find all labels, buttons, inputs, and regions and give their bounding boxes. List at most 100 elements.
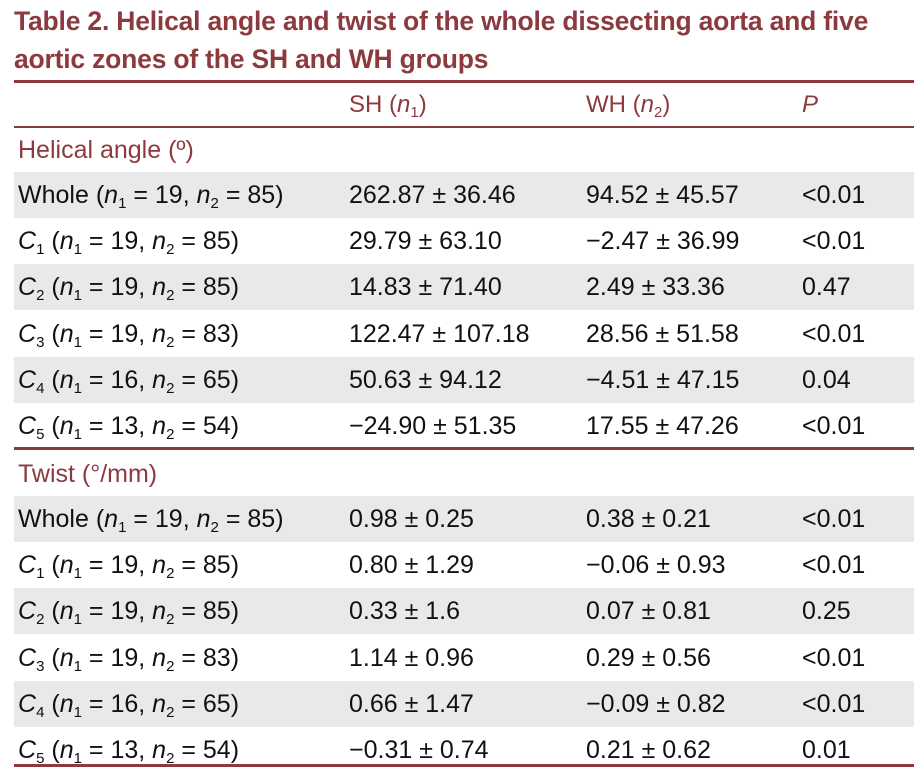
wh-value: −2.47 ± 36.99 [586,227,740,255]
sh-value: 0.80 ± 1.29 [349,551,474,579]
zone-sub: 1 [36,241,45,258]
n2-var: n [152,227,167,255]
n1-sub: 1 [73,611,82,628]
sh-value: −24.90 ± 51.35 [349,412,517,440]
n1-sub: 1 [118,195,127,212]
top-rule [14,80,914,83]
wh-value: −0.09 ± 0.82 [586,690,726,718]
n1-sub: 1 [73,658,82,675]
n1-var: n [104,505,119,533]
n1-sub: 1 [73,750,82,767]
n2-value: 85 [202,227,231,255]
zone-cell: C3 (n1 = 19, n2 = 83) [18,320,240,351]
sh-value: 122.47 ± 107.18 [349,320,530,348]
zone-sub: 4 [36,704,45,721]
sh-value: 29.79 ± 63.10 [349,227,502,255]
sh-value: 262.87 ± 36.46 [349,181,516,209]
p-value: 0.47 [802,273,851,301]
n1-value: 19 [110,227,139,255]
n1-var: n [59,551,74,579]
table-title: Table 2. Helical angle and twist of the … [14,6,869,74]
wh-value: −4.51 ± 47.15 [586,366,740,394]
zone-sub: 5 [36,426,45,443]
n2-sub: 2 [166,380,175,397]
zone-cell: C5 (n1 = 13, n2 = 54) [18,412,240,443]
n2-var: n [152,644,167,672]
sh-value: 0.66 ± 1.47 [349,690,474,718]
n1-sub: 1 [73,287,82,304]
n2-var: n [196,181,211,209]
n1-value: 13 [110,736,139,764]
n2-value: 65 [202,366,231,394]
zone-cell: C4 (n1 = 16, n2 = 65) [18,366,240,397]
n1-value: 19 [110,273,139,301]
n2-value: 54 [202,412,231,440]
zone-cell: C1 (n1 = 19, n2 = 85) [18,227,240,258]
wh-value: 17.55 ± 47.26 [586,412,739,440]
zone-name: Whole [18,505,89,533]
p-value: <0.01 [802,505,866,533]
header-p: P [802,86,818,124]
header-sh-sub: 1 [410,104,419,121]
p-value: 0.04 [802,366,851,394]
zone-name: C [18,597,37,625]
p-value: <0.01 [802,320,866,348]
table-row: C4 (n1 = 16, n2 = 65) 0.66 ± 1.47 −0.09 ± … [14,681,914,727]
n2-var: n [152,690,167,718]
n1-sub: 1 [118,519,127,536]
n2-sub: 2 [166,565,175,582]
n1-var: n [59,366,74,394]
n2-sub: 2 [166,334,175,351]
table-row: C1 (n1 = 19, n2 = 85) 0.80 ± 1.29 −0.06 ± … [14,542,914,588]
p-value: <0.01 [802,551,866,579]
p-value: 0.01 [802,736,851,764]
zone-sub: 5 [36,750,45,767]
n2-value: 85 [202,273,231,301]
sh-value: 0.98 ± 0.25 [349,505,474,533]
n1-var: n [59,412,74,440]
zone-sub: 4 [36,380,45,397]
n1-sub: 1 [73,380,82,397]
n2-sub: 2 [166,611,175,628]
n2-var: n [152,412,167,440]
zone-name: C [18,736,37,764]
section-label: Helical angle (º) [18,136,194,164]
table-row: C4 (n1 = 16, n2 = 65) 50.63 ± 94.12 −4.51 … [14,357,914,403]
n1-value: 19 [154,181,183,209]
n2-value: 85 [202,551,231,579]
n1-value: 16 [110,366,139,394]
n2-var: n [152,736,167,764]
n2-value: 65 [202,690,231,718]
n2-var: n [152,551,167,579]
table-row: Whole (n1 = 19, n2 = 85) 0.98 ± 0.25 0.38 … [14,496,914,542]
n1-var: n [59,736,74,764]
header-wh-prefix: WH ( [586,91,641,118]
wh-value: −0.06 ± 0.93 [586,551,726,579]
n2-sub: 2 [166,287,175,304]
n1-value: 19 [110,597,139,625]
zone-name: C [18,320,37,348]
n1-var: n [59,227,74,255]
n2-sub: 2 [166,750,175,767]
sh-value: 14.83 ± 71.40 [349,273,502,301]
n1-sub: 1 [73,565,82,582]
header-p-label: P [802,91,819,118]
n2-value: 83 [202,644,231,672]
table-row: C2 (n1 = 19, n2 = 85) 0.33 ± 1.6 0.07 ± 0.… [14,588,914,634]
n2-var: n [152,366,167,394]
n1-var: n [59,597,74,625]
n1-value: 16 [110,690,139,718]
wh-value: 0.07 ± 0.81 [586,597,711,625]
zone-cell: Whole (n1 = 19, n2 = 85) [18,181,284,212]
zone-name: C [18,273,37,301]
zone-cell: C2 (n1 = 19, n2 = 85) [18,273,240,304]
n1-value: 19 [110,644,139,672]
n1-var: n [59,320,74,348]
zone-cell: C2 (n1 = 19, n2 = 85) [18,597,240,628]
p-value: 0.25 [802,597,851,625]
wh-value: 0.38 ± 0.21 [586,505,711,533]
header-wh-suffix: ) [662,91,671,118]
zone-name: C [18,551,37,579]
zone-cell: C4 (n1 = 16, n2 = 65) [18,690,240,721]
